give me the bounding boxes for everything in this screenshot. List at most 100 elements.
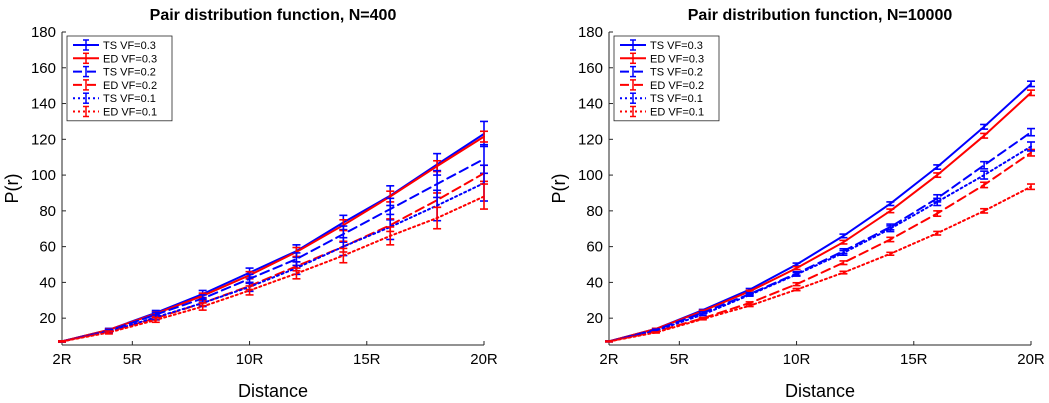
y-tick-label: 120	[31, 131, 56, 148]
error-bar	[886, 251, 895, 257]
series-line	[608, 82, 1032, 343]
series-ts-vf-0-1	[605, 141, 1035, 343]
error-bar	[1027, 80, 1035, 88]
chart-title: Pair distribution function, N=10000	[688, 7, 953, 24]
error-bar	[980, 181, 989, 189]
error-bar	[386, 226, 395, 246]
series-ts-vf-0-2	[605, 127, 1035, 343]
series-line	[61, 195, 485, 343]
legend-label: TS VF=0.2	[650, 67, 703, 79]
x-tick-label: 15R	[353, 351, 381, 368]
chart-panel-n10000: Pair distribution function, N=10000 Dist…	[549, 7, 1045, 401]
legend-item: ED VF=0.3	[73, 52, 157, 65]
y-tick-label: 40	[39, 274, 56, 291]
series-ts-vf-0-3	[58, 120, 488, 343]
error-bar	[886, 225, 895, 233]
error-bar	[745, 303, 754, 308]
y-tick-label: 140	[578, 96, 603, 113]
y-tick-label: 140	[31, 96, 56, 113]
legend-item: TS VF=0.2	[620, 65, 703, 79]
legend-label: TS VF=0.1	[103, 93, 156, 105]
plot-area: 20 40 60 80 100 120 140 160 180 2R 5R 10R 15R 20R TS V…	[31, 24, 498, 368]
error-bar	[433, 206, 442, 230]
series-line	[608, 185, 1032, 343]
x-tick-label: 10R	[783, 351, 811, 368]
legend-item: ED VF=0.3	[620, 52, 704, 65]
y-tick-label: 160	[578, 60, 603, 77]
error-bar	[792, 265, 801, 271]
chart-title: Pair distribution function, N=400	[150, 7, 397, 24]
x-axis-label: Distance	[785, 381, 855, 401]
y-tick-label: 80	[39, 203, 56, 220]
error-bar	[933, 210, 942, 218]
x-tick-label: 10R	[236, 351, 264, 368]
x-tick-label: 5R	[123, 351, 142, 368]
legend-item: TS VF=0.1	[620, 92, 703, 105]
x-axis-label: Distance	[238, 381, 308, 401]
legend-item: TS VF=0.1	[73, 92, 156, 105]
y-tick-label: 100	[31, 167, 56, 184]
series-ed-vf-0-1	[58, 183, 488, 343]
y-tick-label: 20	[39, 310, 56, 327]
legend: TS VF=0.3ED VF=0.3 TS VF=0.2ED VF=0.2TS V…	[66, 35, 173, 122]
error-bar	[792, 271, 801, 277]
error-bar	[245, 285, 254, 296]
error-bar	[1027, 183, 1035, 191]
series-ed-vf-0-3	[58, 130, 488, 343]
y-axis-label: P(r)	[2, 174, 22, 204]
legend-label: ED VF=0.2	[103, 80, 157, 92]
error-bar	[745, 292, 754, 297]
legend-label: ED VF=0.3	[650, 53, 704, 65]
error-bar	[104, 330, 113, 335]
plot-area: 20 40 60 80 100 120 140 160 180 2R 5R 10R 15R 20R TS V…	[578, 24, 1045, 368]
legend-label: TS VF=0.3	[650, 40, 703, 52]
error-bar	[1027, 127, 1035, 137]
error-bar	[480, 130, 488, 143]
error-bar	[839, 270, 848, 275]
error-bar	[933, 230, 942, 236]
series-line	[61, 158, 485, 343]
legend-item: TS VF=0.3	[73, 39, 156, 52]
y-tick-label: 40	[586, 274, 603, 291]
error-bar	[839, 260, 848, 266]
series-line	[608, 151, 1032, 343]
series-line	[61, 132, 485, 343]
error-bar	[980, 160, 989, 170]
x-tick-label: 5R	[670, 351, 689, 368]
y-tick-label: 80	[586, 203, 603, 220]
error-bar	[933, 172, 942, 179]
legend-label: ED VF=0.1	[650, 107, 704, 119]
legend-label: ED VF=0.2	[650, 80, 704, 92]
error-bar	[698, 312, 707, 317]
y-tick-label: 60	[586, 239, 603, 256]
y-tick-label: 120	[578, 131, 603, 148]
error-bar	[605, 340, 613, 343]
x-tick-label: 20R	[470, 351, 498, 368]
error-bar	[792, 287, 801, 292]
series-line	[61, 135, 485, 343]
error-bar	[480, 183, 488, 210]
error-bar	[980, 170, 989, 180]
legend-item: ED VF=0.1	[73, 105, 157, 119]
error-bar	[198, 302, 207, 311]
y-tick-label: 20	[586, 310, 603, 327]
error-bar	[886, 236, 895, 243]
error-bar	[933, 197, 942, 207]
y-tick-label: 60	[39, 239, 56, 256]
legend-label: TS VF=0.1	[650, 93, 703, 105]
error-bar	[980, 207, 989, 214]
series-ed-vf-0-1	[605, 183, 1035, 343]
error-bar	[651, 331, 660, 334]
error-bar	[886, 201, 895, 207]
series-ed-vf-0-3	[605, 89, 1035, 343]
legend-item: ED VF=0.2	[73, 79, 157, 92]
y-tick-label: 180	[31, 24, 56, 41]
y-tick-label: 160	[31, 60, 56, 77]
series-line	[61, 172, 485, 343]
legend-item: ED VF=0.2	[620, 79, 704, 92]
series-line	[61, 182, 485, 343]
series-line	[608, 91, 1032, 343]
error-bar	[886, 208, 895, 214]
error-bar	[839, 249, 848, 257]
chart-panel-n400: Pair distribution function, N=400 Distan…	[2, 7, 498, 401]
